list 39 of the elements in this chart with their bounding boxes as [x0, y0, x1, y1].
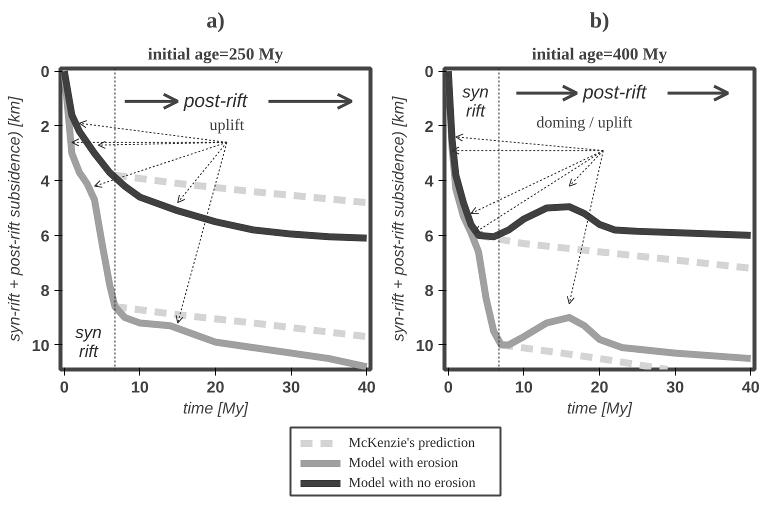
y-tick-label: 10 — [416, 338, 434, 355]
y-tick-label: 0 — [40, 64, 50, 82]
chart-subtitle: initial age=400 My — [532, 44, 668, 64]
x-tick-label: 30 — [282, 380, 300, 396]
x-tick-label: 20 — [206, 380, 224, 396]
chart-subtitle: initial age=250 My — [148, 44, 284, 64]
x-tick-label: 30 — [666, 380, 684, 396]
x-axis-title: time [My] — [183, 400, 248, 418]
legend-label: McKenzie's prediction — [348, 436, 476, 451]
y-tick-label: 2 — [40, 118, 50, 136]
x-tick-label: 10 — [514, 380, 533, 396]
annotation: uplift — [210, 117, 245, 134]
y-tick-label: 8 — [424, 283, 434, 300]
x-tick-label: 0 — [60, 380, 69, 396]
y-tick-label: 0 — [424, 64, 434, 82]
annotation: syn rift — [75, 323, 102, 362]
y-tick-label: 10 — [32, 338, 50, 355]
annotation: syn rift — [462, 82, 489, 120]
x-tick-label: 40 — [358, 380, 376, 396]
chart-title: a) — [206, 8, 225, 32]
annotation: doming / uplift — [536, 114, 633, 132]
annotation: post-rift — [582, 82, 648, 104]
y-tick-label: 2 — [424, 118, 434, 136]
y-tick-label: 6 — [40, 228, 50, 246]
x-tick-label: 0 — [444, 380, 453, 396]
chart-title: b) — [590, 8, 610, 32]
y-tick-label: 4 — [40, 174, 50, 191]
legend-label: Model with erosion — [348, 456, 458, 471]
x-tick-label: 10 — [130, 380, 149, 396]
x-tick-label: 20 — [590, 380, 608, 396]
y-tick-label: 4 — [424, 174, 434, 191]
legend-label: Model with no erosion — [348, 476, 476, 491]
y-tick-label: 6 — [424, 228, 434, 246]
y-tick-label: 8 — [40, 283, 50, 300]
x-tick-label: 40 — [742, 380, 760, 396]
annotation: post-rift — [182, 90, 248, 112]
y-axis-title: syn-rift + post-rift subsidence) [km] — [6, 96, 24, 342]
x-axis-title: time [My] — [567, 400, 632, 418]
y-axis-title: syn-rift + post-rift subsidence) [km] — [390, 96, 408, 342]
